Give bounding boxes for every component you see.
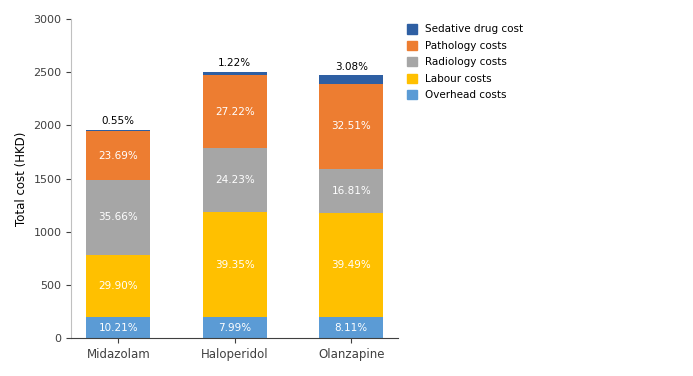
Text: 8.11%: 8.11% (335, 323, 368, 333)
Bar (203, 148, 267, 212)
Bar (86, 130, 150, 131)
Text: 39.35%: 39.35% (215, 260, 254, 270)
Bar (319, 169, 383, 213)
Text: 10.21%: 10.21% (98, 323, 138, 333)
Text: 0.55%: 0.55% (102, 116, 134, 126)
Bar (86, 180, 150, 255)
Bar (319, 317, 383, 338)
Bar (203, 212, 267, 317)
Text: 29.90%: 29.90% (98, 281, 138, 291)
Text: 24.23%: 24.23% (215, 175, 254, 185)
Bar (86, 317, 150, 338)
Text: 16.81%: 16.81% (331, 186, 371, 196)
Bar (203, 317, 267, 338)
Bar (203, 76, 267, 148)
Bar (319, 213, 383, 317)
Y-axis label: Total cost (HKD): Total cost (HKD) (15, 132, 28, 226)
Bar (319, 76, 383, 83)
Bar (319, 83, 383, 169)
Bar (203, 72, 267, 76)
Text: 7.99%: 7.99% (218, 323, 252, 333)
Legend: Sedative drug cost, Pathology costs, Radiology costs, Labour costs, Overhead cos: Sedative drug cost, Pathology costs, Rad… (407, 24, 523, 100)
Text: 39.49%: 39.49% (331, 260, 371, 270)
Bar (86, 131, 150, 180)
Text: 35.66%: 35.66% (98, 212, 138, 223)
Text: 27.22%: 27.22% (215, 107, 254, 117)
Text: 32.51%: 32.51% (331, 121, 371, 131)
Bar (86, 255, 150, 317)
Text: 3.08%: 3.08% (335, 62, 368, 72)
Text: 1.22%: 1.22% (218, 59, 252, 68)
Text: 23.69%: 23.69% (98, 150, 138, 161)
